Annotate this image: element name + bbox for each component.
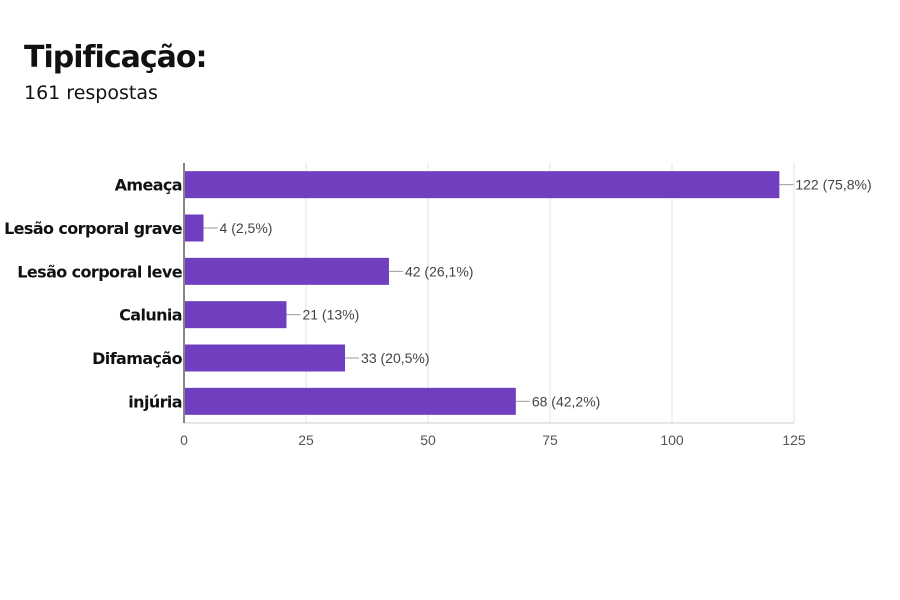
bar <box>185 171 780 199</box>
data-label: 122 (75,8%) <box>795 177 871 193</box>
data-label: 21 (13%) <box>302 307 359 323</box>
x-tick-label: 0 <box>180 432 188 448</box>
bar <box>185 387 516 415</box>
category-label: Lesão corporal leve <box>17 262 182 281</box>
category-label: injúria <box>128 392 182 411</box>
x-tick-label: 50 <box>420 432 436 448</box>
category-label: Difamação <box>92 349 182 368</box>
data-label: 4 (2,5%) <box>220 220 273 236</box>
x-tick-label: 25 <box>298 432 314 448</box>
x-tick-label: 100 <box>660 432 684 448</box>
bar <box>185 214 204 242</box>
data-label: 68 (42,2%) <box>532 393 600 409</box>
x-tick-label: 75 <box>542 432 558 448</box>
bar <box>185 344 346 372</box>
x-tick-label: 125 <box>782 432 806 448</box>
response-count: 161 respostas <box>24 82 158 104</box>
bar <box>185 301 287 329</box>
chart-title: Tipificação: <box>24 40 208 75</box>
category-label: Calunia <box>119 306 182 325</box>
category-label: Ameaça <box>115 176 182 195</box>
bar <box>185 257 389 285</box>
category-label: Lesão corporal grave <box>4 219 183 238</box>
data-label: 42 (26,1%) <box>405 263 473 279</box>
data-label: 33 (20,5%) <box>361 350 429 366</box>
